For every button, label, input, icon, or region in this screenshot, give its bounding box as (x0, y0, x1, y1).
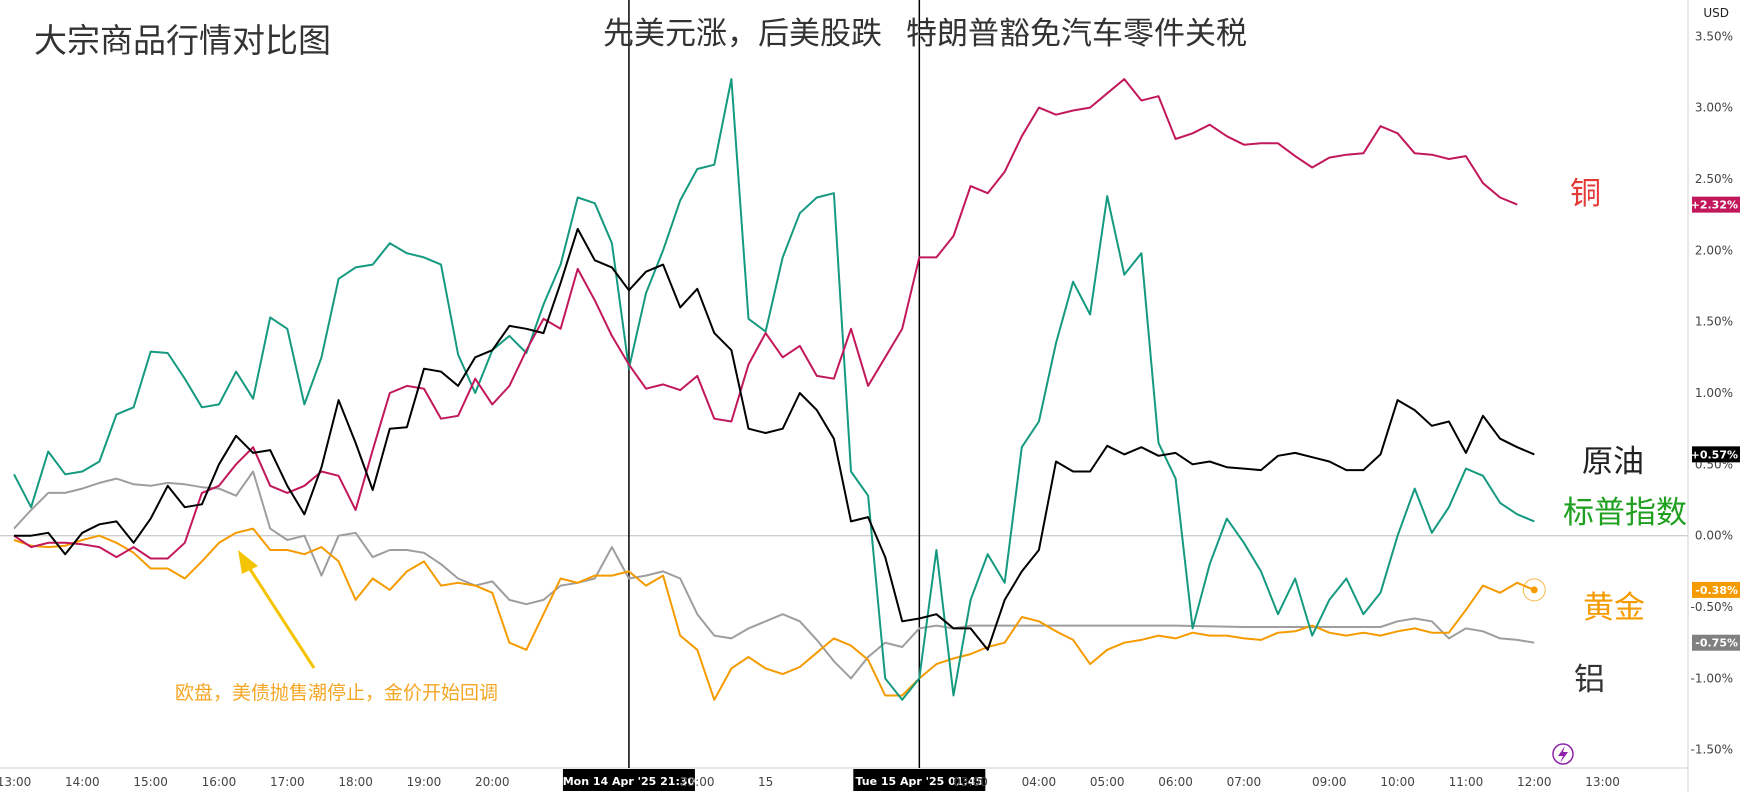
annotation-arrow-shaft (246, 565, 316, 669)
time-marker-label: Tue 15 Apr '25 01:45 (855, 775, 983, 788)
x-tick-label: 12:00 (1517, 775, 1552, 789)
y-tick-label: 1.00% (1695, 386, 1733, 400)
x-tick-label: 19:00 (407, 775, 442, 789)
price-tag-copper: +2.32% (1691, 199, 1738, 212)
series-label-gold: 黄金 (1583, 590, 1645, 626)
x-tick-label: 04:00 (1022, 775, 1057, 789)
time-marker-label: Mon 14 Apr '25 21:30 (563, 775, 696, 788)
y-tick-label: 1.50% (1695, 315, 1733, 329)
x-tick-label: 23:00 (680, 775, 715, 789)
y-tick-label: 0.00% (1695, 529, 1733, 543)
x-tick-label: 18:00 (338, 775, 373, 789)
x-tick-label: 14:00 (65, 775, 100, 789)
lightning-icon-bolt (1558, 746, 1568, 763)
chart-axes: 3.50%3.00%2.50%2.00%1.50%1.00%0.50%0.00%… (0, 29, 1740, 791)
price-tag-bg-copper (1692, 196, 1740, 213)
x-tick-label: 06:00 (1158, 775, 1193, 789)
x-tick-label: 15 (758, 775, 773, 789)
x-tick-label: 03:00 (953, 775, 988, 789)
series-line-oil (14, 227, 1535, 651)
x-tick-label: 15:00 (133, 775, 168, 789)
x-tick-label: 11:00 (1449, 775, 1484, 789)
chart-grid (0, 0, 1689, 792)
y-tick-label: 2.50% (1695, 172, 1733, 186)
series-label-oil: 原油 (1582, 444, 1644, 480)
x-tick-label: 17:00 (270, 775, 305, 789)
annotation-arrow-head (238, 550, 258, 574)
currency-selector[interactable]: USD (1703, 6, 1729, 20)
y-tick-label: -1.00% (1691, 671, 1733, 685)
event-label-dollar-stocks: 先美元涨，后美股跌 (603, 16, 882, 52)
annotation-text: 欧盘，美债抛售潮停止，金价开始回调 (175, 682, 499, 704)
series-label-copper: 铜 (1570, 176, 1601, 212)
x-tick-label: 09:00 (1312, 775, 1347, 789)
x-tick-label: 10:00 (1380, 775, 1415, 789)
chart-series (13, 78, 1546, 701)
price-tag-bg-aluminium (1692, 634, 1740, 651)
series-label-sp500: 标普指数 (1563, 495, 1687, 531)
y-tick-label: 3.50% (1695, 29, 1733, 43)
time-marker-bg (853, 769, 986, 791)
y-tick-label: 3.00% (1695, 101, 1733, 115)
x-tick-label: 05:00 (1090, 775, 1125, 789)
x-tick-label: 13:00 (1585, 775, 1620, 789)
x-tick-label: 07:00 (1227, 775, 1262, 789)
gold-end-dot (1530, 586, 1538, 594)
x-tick-label: 20:00 (475, 775, 510, 789)
price-tag-oil: +0.57% (1691, 448, 1738, 461)
event-label-tariff-exemption: 特朗普豁免汽车零件关税 (906, 16, 1247, 52)
series-line-gold (13, 527, 1535, 701)
series-line-copper (13, 78, 1518, 560)
x-tick-label: 13:00 (0, 775, 31, 789)
price-tag-bg-gold (1692, 581, 1740, 598)
series-label-aluminium: 铝 (1574, 662, 1605, 698)
series-line-aluminium (13, 470, 1535, 680)
chart-title: 大宗商品行情对比图 (34, 21, 331, 60)
price-tag-aluminium: -0.75% (1695, 637, 1738, 650)
series-line-sp500 (13, 78, 1535, 701)
price-tag-gold: -0.38% (1695, 584, 1738, 597)
y-tick-label: -1.50% (1691, 743, 1733, 757)
lightning-icon (1552, 743, 1574, 765)
y-tick-label: -0.50% (1691, 600, 1733, 614)
gold-end-ring (1522, 578, 1546, 602)
time-marker-bg (562, 769, 695, 791)
y-tick-label: 2.00% (1695, 243, 1733, 257)
price-tag-bg-oil (1692, 446, 1740, 463)
x-tick-label: 16:00 (202, 775, 237, 789)
